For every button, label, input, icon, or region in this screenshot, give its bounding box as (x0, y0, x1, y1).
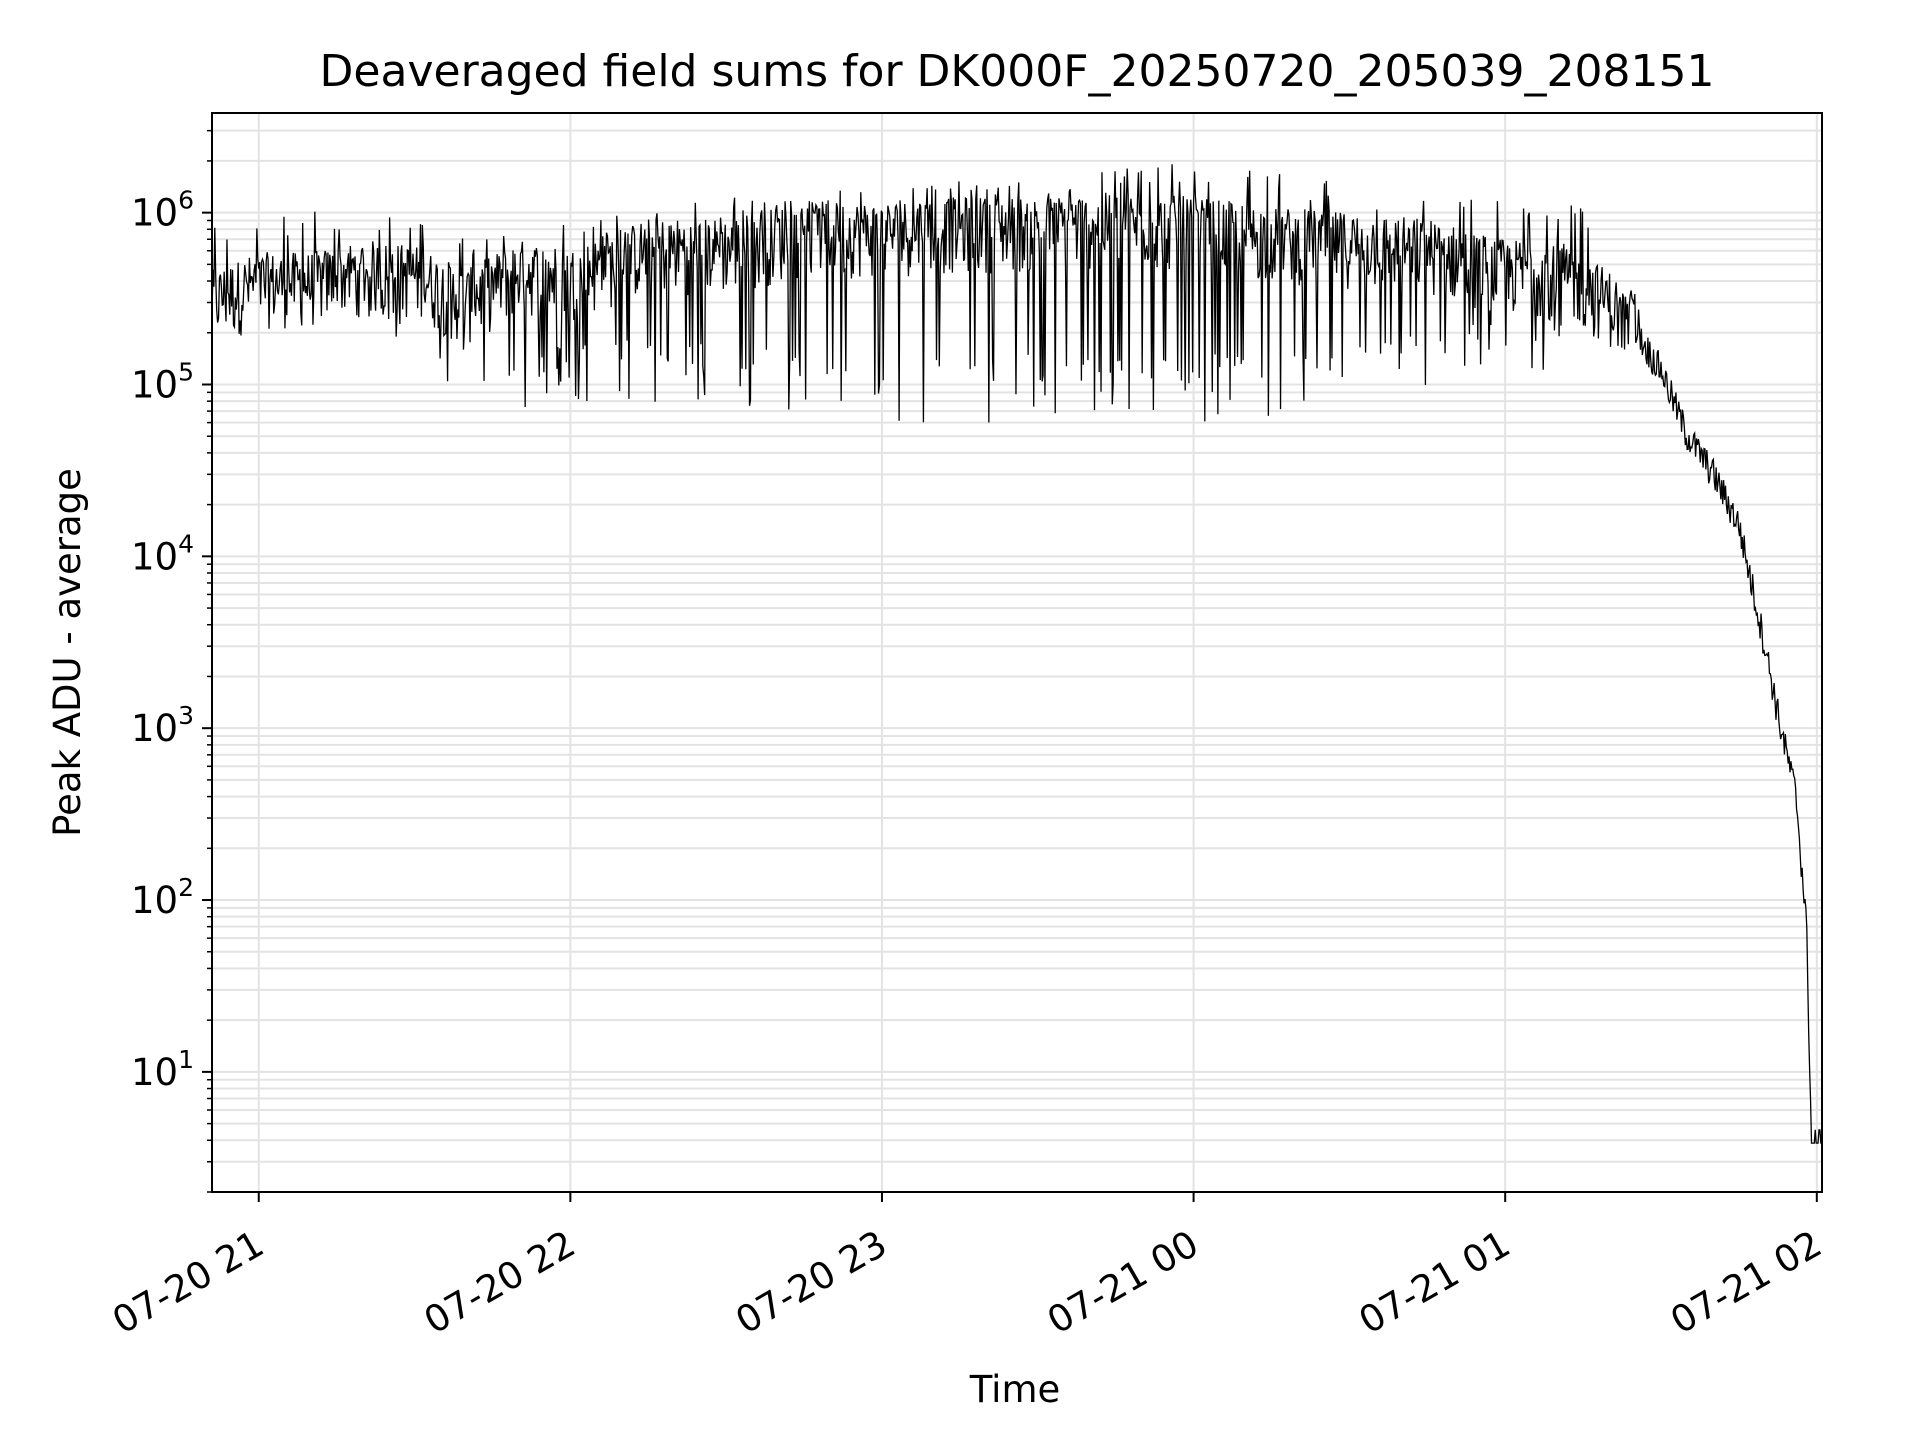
y-tick-label: 105 (131, 357, 194, 406)
series-line (211, 164, 1822, 1144)
chart-title: Deaveraged field sums for DK000F_2025072… (320, 46, 1715, 97)
x-axis-label: Time (969, 1368, 1061, 1411)
y-tick-label: 106 (131, 186, 194, 235)
y-tick-label: 104 (131, 529, 194, 578)
y-axis-label: Peak ADU - average (46, 468, 89, 837)
series-layer (211, 164, 1822, 1144)
y-tick-label: 102 (131, 873, 194, 922)
plot-frame (211, 112, 1823, 1193)
grid (212, 113, 1822, 1193)
y-tick-label: 101 (131, 1045, 194, 1094)
y-tick-label: 103 (131, 701, 194, 750)
